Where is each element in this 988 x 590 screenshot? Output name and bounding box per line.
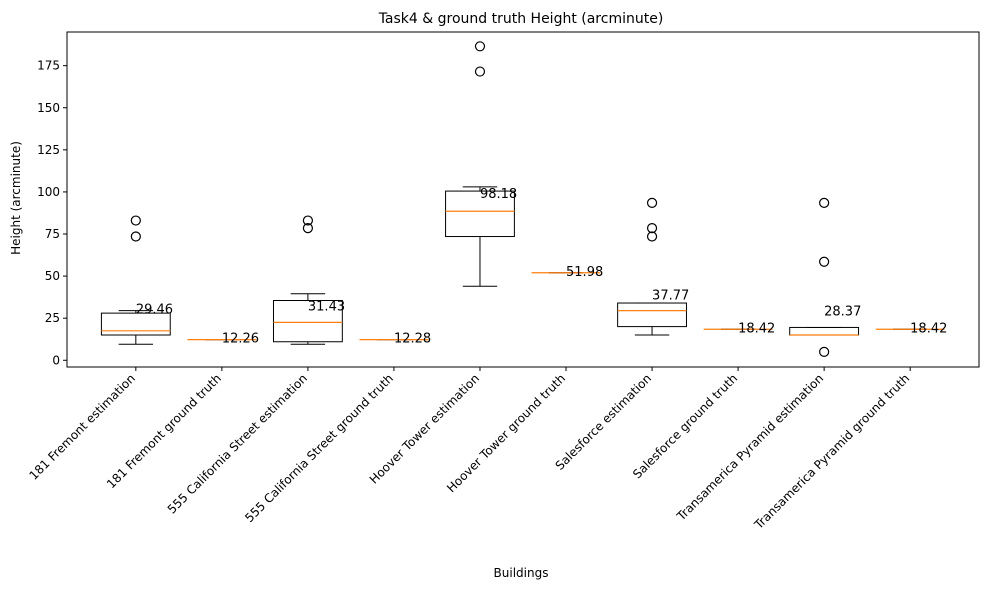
y-tick-label: 50 <box>45 269 60 283</box>
data-label: 28.37 <box>824 305 861 320</box>
chart-title: Task4 & ground truth Height (arcminute) <box>378 11 664 27</box>
box-iqr <box>445 190 515 238</box>
x-tick-label: Transamerica Pyramid ground truth <box>751 371 912 532</box>
outlier-point <box>130 231 141 242</box>
outlier-point <box>819 346 830 357</box>
outlier-point <box>646 223 658 234</box>
y-tick-label: 25 <box>45 311 60 325</box>
y-axis-label: Height (arcminute) <box>9 141 23 255</box>
box-iqr <box>789 326 860 336</box>
box-iqr <box>272 300 343 343</box>
box-iqr <box>100 312 171 336</box>
y-tick-label: 0 <box>52 353 60 367</box>
axes-frame <box>66 31 980 368</box>
outlier-point <box>819 197 830 208</box>
x-tick-label: Transamerica Pyramid estimation <box>674 371 827 524</box>
data-label: 31.43 <box>308 299 345 314</box>
y-tick-label: 75 <box>45 227 60 241</box>
box-iqr <box>617 302 687 328</box>
x-tick-label: 555 California Street estimation <box>165 371 310 516</box>
data-label: 18.42 <box>738 321 775 336</box>
y-tick-label: 100 <box>37 185 60 199</box>
x-tick-label: Salesforce estimation <box>553 371 655 473</box>
data-label: 51.98 <box>566 265 603 280</box>
data-label: 12.26 <box>222 332 259 347</box>
data-label: 29.46 <box>136 303 173 318</box>
y-tick-label: 125 <box>37 143 60 157</box>
x-tick-label: 555 California Street ground truth <box>242 371 396 525</box>
y-tick-label: 150 <box>37 101 60 115</box>
y-tick-label: 175 <box>37 59 60 73</box>
outlier-point <box>646 197 658 208</box>
outlier-point <box>474 41 486 52</box>
data-label: 12.28 <box>394 332 431 347</box>
x-axis-label: Buildings <box>494 566 549 580</box>
data-label: 98.18 <box>480 187 517 202</box>
outlier-point <box>302 223 314 234</box>
outlier-point <box>819 256 830 267</box>
data-label: 37.77 <box>652 289 689 304</box>
outlier-point <box>130 215 141 226</box>
outlier-point <box>302 215 314 226</box>
outlier-point <box>474 66 486 77</box>
data-label: 18.42 <box>910 321 947 336</box>
outlier-point <box>646 231 658 242</box>
